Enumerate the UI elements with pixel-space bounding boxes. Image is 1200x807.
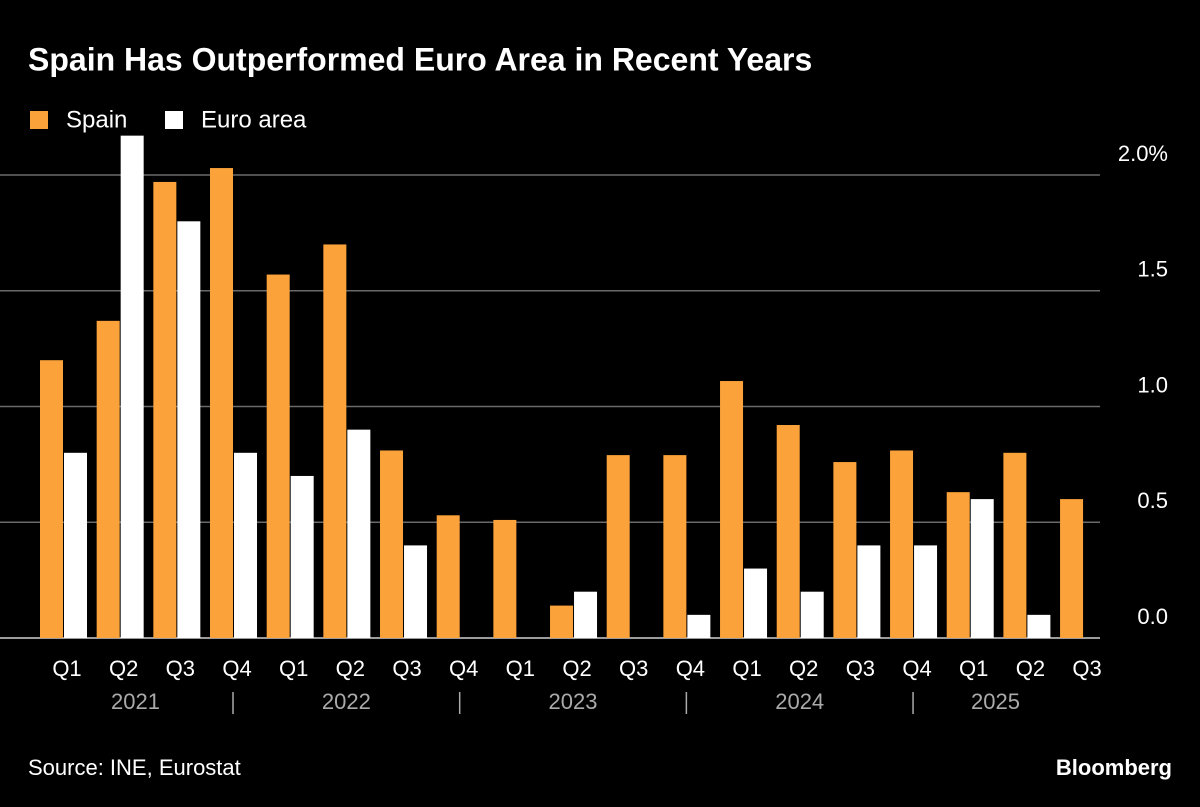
bar [857, 545, 881, 638]
bar [64, 452, 87, 638]
y-tick-label: 2.0% [1118, 141, 1168, 166]
x-tick-label: Q4 [676, 656, 705, 681]
x-tick-label: Q4 [902, 656, 931, 681]
bar [493, 519, 517, 638]
bar [380, 450, 404, 638]
bar [266, 274, 290, 638]
bar [890, 450, 914, 638]
bar [663, 455, 687, 638]
chart-title: Spain Has Outperformed Euro Area in Rece… [28, 41, 812, 77]
x-tick-label: Q2 [562, 656, 591, 681]
bar [720, 381, 744, 638]
source: Source: INE, Eurostat [28, 755, 241, 780]
bar [1003, 452, 1027, 638]
x-tick-label: Q2 [336, 656, 365, 681]
bar [1060, 499, 1084, 638]
bar [436, 515, 460, 638]
bar [347, 429, 371, 638]
bar [290, 475, 314, 638]
x-group-label: 2021 [111, 689, 160, 714]
legend-label: Spain [66, 106, 127, 133]
bar [153, 181, 177, 638]
x-tick-label: Q1 [959, 656, 988, 681]
bar [914, 545, 938, 638]
bar [833, 462, 857, 638]
y-tick-label: 0.0 [1137, 604, 1168, 629]
x-tick-label: Q1 [52, 656, 81, 681]
x-tick-label: Q1 [506, 656, 535, 681]
x-tick-label: Q2 [789, 656, 818, 681]
x-tick-label: Q2 [1016, 656, 1045, 681]
x-tick-label: Q3 [1072, 656, 1101, 681]
y-tick-label: 0.5 [1137, 488, 1168, 513]
x-tick-label: Q3 [619, 656, 648, 681]
x-group-label: 2022 [322, 689, 371, 714]
x-tick-label: Q1 [279, 656, 308, 681]
legend-swatch [30, 111, 48, 129]
bar [776, 425, 800, 638]
x-tick-label: Q3 [392, 656, 421, 681]
bar [574, 591, 598, 638]
bar [550, 605, 574, 638]
x-tick-label: Q2 [109, 656, 138, 681]
y-tick-label: 1.5 [1137, 257, 1168, 282]
bar [234, 452, 258, 638]
legend-label: Euro area [201, 106, 307, 133]
bar [946, 492, 970, 638]
bar [210, 168, 234, 638]
bar [800, 591, 824, 638]
bar [177, 221, 201, 639]
brand: Bloomberg [1056, 755, 1172, 780]
x-group-label: 2024 [775, 689, 824, 714]
x-tick-label: Q3 [166, 656, 195, 681]
bar [404, 545, 428, 638]
bar [323, 244, 347, 638]
x-tick-label: Q1 [732, 656, 761, 681]
x-tick-label: Q4 [449, 656, 478, 681]
bar [970, 499, 994, 638]
bar [744, 568, 768, 638]
legend-swatch [165, 111, 183, 129]
bar [40, 360, 63, 638]
x-group-label: 2023 [549, 689, 598, 714]
x-group-label: 2025 [971, 689, 1020, 714]
bar [606, 455, 630, 638]
bar [687, 614, 711, 638]
x-tick-label: Q3 [846, 656, 875, 681]
x-tick-label: Q4 [222, 656, 251, 681]
bar [120, 135, 144, 638]
y-tick-label: 1.0 [1137, 372, 1168, 397]
bar [1027, 614, 1051, 638]
bar [96, 320, 120, 638]
